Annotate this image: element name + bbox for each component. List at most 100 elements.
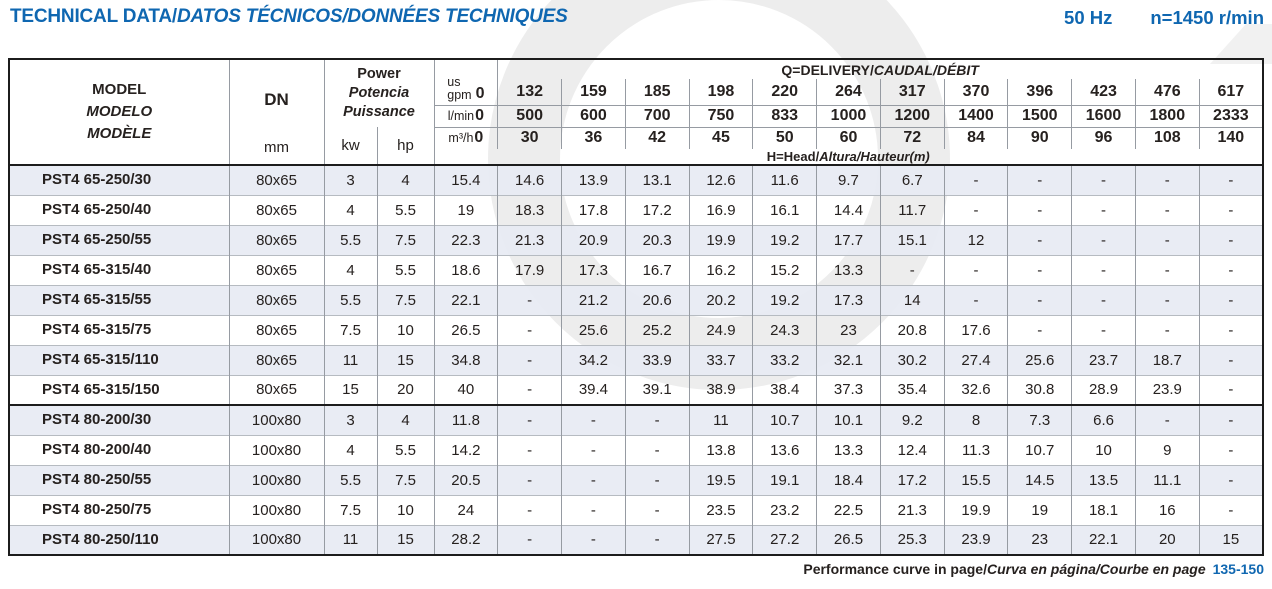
head-value-cell: -	[497, 465, 563, 495]
head-value-cell: 15.2	[752, 255, 818, 285]
head-value-cell: -	[497, 525, 563, 555]
head-value-cell: 26.5	[434, 315, 499, 345]
power-hp-cell: 7.5	[377, 285, 435, 315]
flow-unit-cell: m³/h 0	[434, 127, 499, 149]
head-value-cell: -	[1199, 465, 1264, 495]
table-row: PST4 65-315/75 80x65 7.5 10 26.5-25.6 25.2 24.…	[9, 315, 1264, 345]
kw-unit-header: kw	[324, 127, 378, 165]
power-hp-cell: 5.5	[377, 255, 435, 285]
table-row: PST4 80-200/40 100x80 4 5.5 14.2- - -13.8 13.6 1…	[9, 435, 1264, 465]
power-kw-cell: 4	[324, 195, 378, 225]
head-value-cell: 9	[1135, 435, 1200, 465]
head-header-translations: Altura/Hauteur	[819, 149, 910, 164]
head-value-cell: -	[625, 435, 690, 465]
head-value-cell: 27.2	[752, 525, 818, 555]
head-value-cell: 15.4	[434, 165, 499, 195]
flow-unit-usgpm-cell: us gpm 0	[434, 59, 499, 106]
dn-cell: 80x65	[229, 375, 325, 405]
head-value-cell: -	[944, 285, 1009, 315]
head-value-cell: -	[880, 255, 945, 285]
head-value-cell: -	[561, 525, 626, 555]
head-value-cell: 11.7	[880, 195, 945, 225]
head-value-cell: -	[1199, 225, 1264, 255]
dn-label: DN	[264, 89, 289, 109]
head-value-cell: 17.3	[816, 285, 881, 315]
table-row: PST4 65-315/55 80x65 5.5 7.5 22.1-21.2 20.6 20…	[9, 285, 1264, 315]
head-value-cell: 34.8	[434, 345, 499, 375]
flow-unit-cell: l/min 0	[434, 105, 499, 128]
dn-cell: 80x65	[229, 315, 325, 345]
flow-value-cell: 750	[689, 105, 754, 128]
head-value-cell: 10	[1071, 435, 1136, 465]
flow-value-cell: 600	[561, 105, 626, 128]
head-value-cell: -	[1199, 405, 1264, 435]
head-value-cell: 13.1	[625, 165, 690, 195]
head-value-cell: 34.2	[561, 345, 626, 375]
head-value-cell: 27.4	[944, 345, 1009, 375]
model-cell: PST4 65-315/150	[9, 375, 230, 405]
power-hp-cell: 10	[377, 315, 435, 345]
delivery-header-translations: CAUDAL/DÉBIT	[873, 61, 979, 78]
model-cell: PST4 65-315/110	[9, 345, 230, 375]
head-value-cell: -	[1071, 315, 1136, 345]
power-kw-cell: 7.5	[324, 315, 378, 345]
head-header-en: H=Head/	[766, 149, 820, 164]
head-value-cell: 23.2	[752, 495, 818, 525]
head-value-cell: -	[1071, 195, 1136, 225]
head-value-cell: -	[1007, 285, 1073, 315]
model-cell: PST4 80-250/75	[9, 495, 230, 525]
head-value-cell: 16	[1135, 495, 1200, 525]
head-value-cell: 13.5	[1071, 465, 1136, 495]
flow-value-cell: 423	[1071, 79, 1136, 106]
flow-value-cell: 72	[880, 127, 945, 149]
footer-note-translations: Curva en página/Courbe en page	[987, 561, 1206, 577]
flow-row-usgpm: 132 159 185 198 220 264 317 370 396 423 476 617	[9, 79, 1264, 106]
head-value-cell: 30.8	[1007, 375, 1073, 405]
head-value-cell: -	[1007, 225, 1073, 255]
power-kw-cell: 5.5	[324, 465, 378, 495]
head-value-cell: 6.7	[880, 165, 945, 195]
page-title-english: TECHNICAL DATA/	[10, 6, 177, 27]
power-kw-cell: 4	[324, 435, 378, 465]
head-value-cell: 15.5	[944, 465, 1009, 495]
head-value-cell: 20.5	[434, 465, 499, 495]
table-row: PST4 65-315/40 80x65 4 5.5 18.6 17.9 17.3 16.7 1…	[9, 255, 1264, 285]
head-value-cell: -	[1071, 225, 1136, 255]
flow-value-cell: 1400	[944, 105, 1009, 128]
flow-value-cell: 1800	[1135, 105, 1200, 128]
head-value-cell: -	[1135, 315, 1200, 345]
model-cell: PST4 65-315/55	[9, 285, 230, 315]
dn-cell: 80x65	[229, 255, 325, 285]
head-value-cell: 13.8	[689, 435, 754, 465]
head-value-cell: 23.5	[689, 495, 754, 525]
head-value-cell: -	[497, 435, 563, 465]
head-value-cell: -	[625, 495, 690, 525]
head-value-cell: 12.6	[689, 165, 754, 195]
head-value-cell: 20.3	[625, 225, 690, 255]
flow-value-cell: 396	[1007, 79, 1073, 106]
flow-value-cell: 45	[689, 127, 754, 149]
head-value-cell: -	[1071, 165, 1136, 195]
table-row: PST4 65-250/55 80x65 5.5 7.5 22.3 21.3 20.9 20.…	[9, 225, 1264, 255]
flow-value-cell: 317	[880, 79, 945, 106]
footer-note: Performance curve in page/Curva en págin…	[803, 561, 1264, 577]
dn-cell: 80x65	[229, 195, 325, 225]
delivery-header: Q=DELIVERY/CAUDAL/DÉBIT	[498, 59, 1263, 79]
head-value-cell: 13.3	[816, 255, 881, 285]
head-value-cell: -	[1007, 255, 1073, 285]
table-row: PST4 65-250/30 80x65 3 4 15.4 14.6 13.9 13.1 12.…	[9, 165, 1264, 195]
head-value-cell: 11.3	[944, 435, 1009, 465]
power-hp-cell: 5.5	[377, 435, 435, 465]
head-value-cell: -	[1199, 285, 1264, 315]
flow-value-cell: 42	[625, 127, 690, 149]
model-label-es: MODELO	[86, 103, 153, 121]
head-value-cell: -	[1071, 285, 1136, 315]
head-value-cell: 17.3	[561, 255, 626, 285]
head-value-cell: 15	[1199, 525, 1264, 555]
power-hp-cell: 15	[377, 525, 435, 555]
flow-value-cell: 140	[1199, 127, 1264, 149]
head-value-cell: -	[1199, 195, 1264, 225]
head-value-cell: 27.5	[689, 525, 754, 555]
head-header: H=Head/Altura/Hauteur(m)	[434, 149, 1263, 165]
